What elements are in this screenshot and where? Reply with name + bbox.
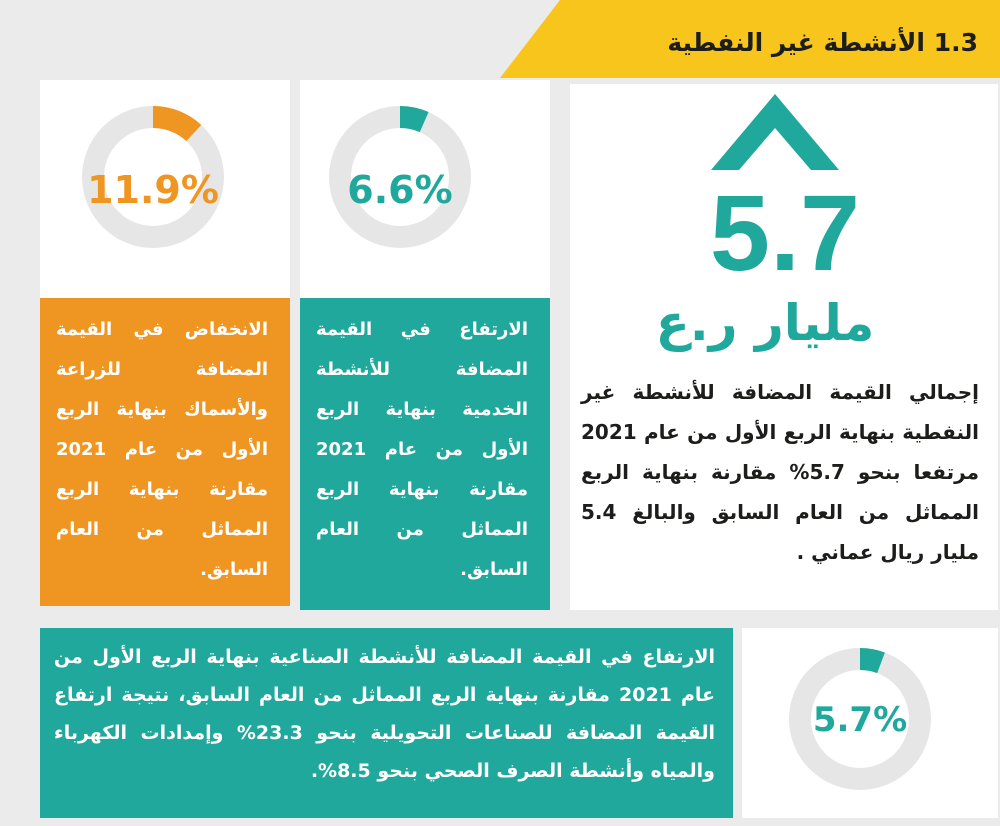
- agriculture-description: الانخفاض في القيمة المضافة للزراعة والأس…: [40, 298, 290, 606]
- services-ring: [329, 106, 471, 248]
- agriculture-ring: [82, 106, 224, 248]
- industry-description: الارتفاع في القيمة المضافة للأنشطة الصنا…: [40, 628, 733, 818]
- services-description: الارتفاع في القيمة المضافة للأنشطة الخدم…: [300, 298, 550, 610]
- total-value-card: [570, 84, 998, 610]
- section-header-banner: [500, 0, 1000, 78]
- industry-ring: [789, 648, 931, 790]
- services-percent: 6.6%: [347, 168, 453, 212]
- services-ring-fill: [329, 106, 471, 248]
- total-unit: مليار ر.ع: [655, 294, 875, 352]
- section-title: 1.3 الأنشطة غير النفطية: [667, 28, 978, 57]
- agriculture-percent: 11.9%: [87, 168, 219, 212]
- industry-ring-fill: [789, 648, 931, 790]
- agriculture-ring-fill: [82, 106, 224, 248]
- chevron-up-icon: [711, 94, 839, 170]
- total-description: إجمالي القيمة المضافة للأنشطة غير النفطي…: [581, 380, 979, 564]
- total-value: 5.7: [709, 172, 861, 293]
- industry-percent: 5.7%: [812, 700, 908, 740]
